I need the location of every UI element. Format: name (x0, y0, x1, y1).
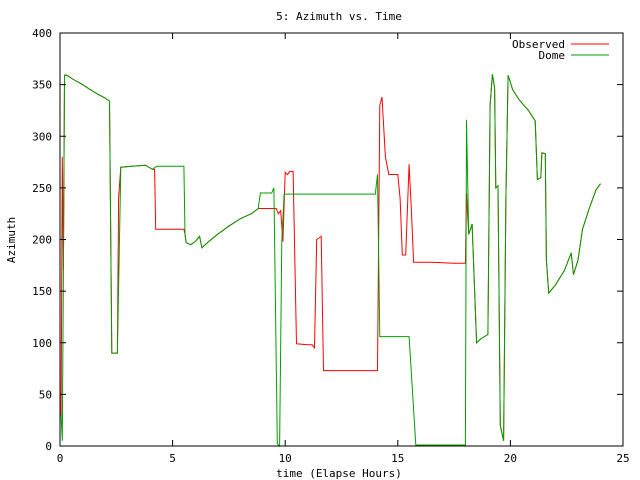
x-axis-label: time (Elapse Hours) (276, 467, 402, 480)
y-tick-label: 0 (45, 440, 52, 453)
y-tick-label: 300 (32, 130, 52, 143)
x-tick-label: 15 (391, 452, 404, 465)
chart-title: 5: Azimuth vs. Time (276, 10, 402, 23)
series-line-observed (60, 74, 601, 441)
y-tick-label: 250 (32, 182, 52, 195)
x-tick-label: 0 (57, 452, 64, 465)
y-axis-label: Azimuth (5, 217, 18, 263)
y-tick-label: 150 (32, 285, 52, 298)
y-tick-label: 350 (32, 79, 52, 92)
y-tick-label: 100 (32, 337, 52, 350)
legend-label-dome: Dome (539, 49, 566, 62)
tick-layer: 0 50 100 150 200 250 300 350 400 0 5 10 15 20 25 (32, 27, 630, 465)
y-tick-label: 400 (32, 27, 52, 40)
series-layer (60, 74, 601, 448)
x-tick-label: 10 (279, 452, 292, 465)
y-tick-label: 50 (39, 388, 52, 401)
legend-label-observed: Observed (512, 38, 565, 51)
plot-frame (59, 32, 624, 447)
y-tick-label: 200 (32, 234, 52, 247)
series-line-dome (60, 74, 601, 448)
x-tick-label: 5 (169, 452, 176, 465)
x-tick-label: 20 (504, 452, 517, 465)
x-tick-label: 25 (616, 452, 629, 465)
